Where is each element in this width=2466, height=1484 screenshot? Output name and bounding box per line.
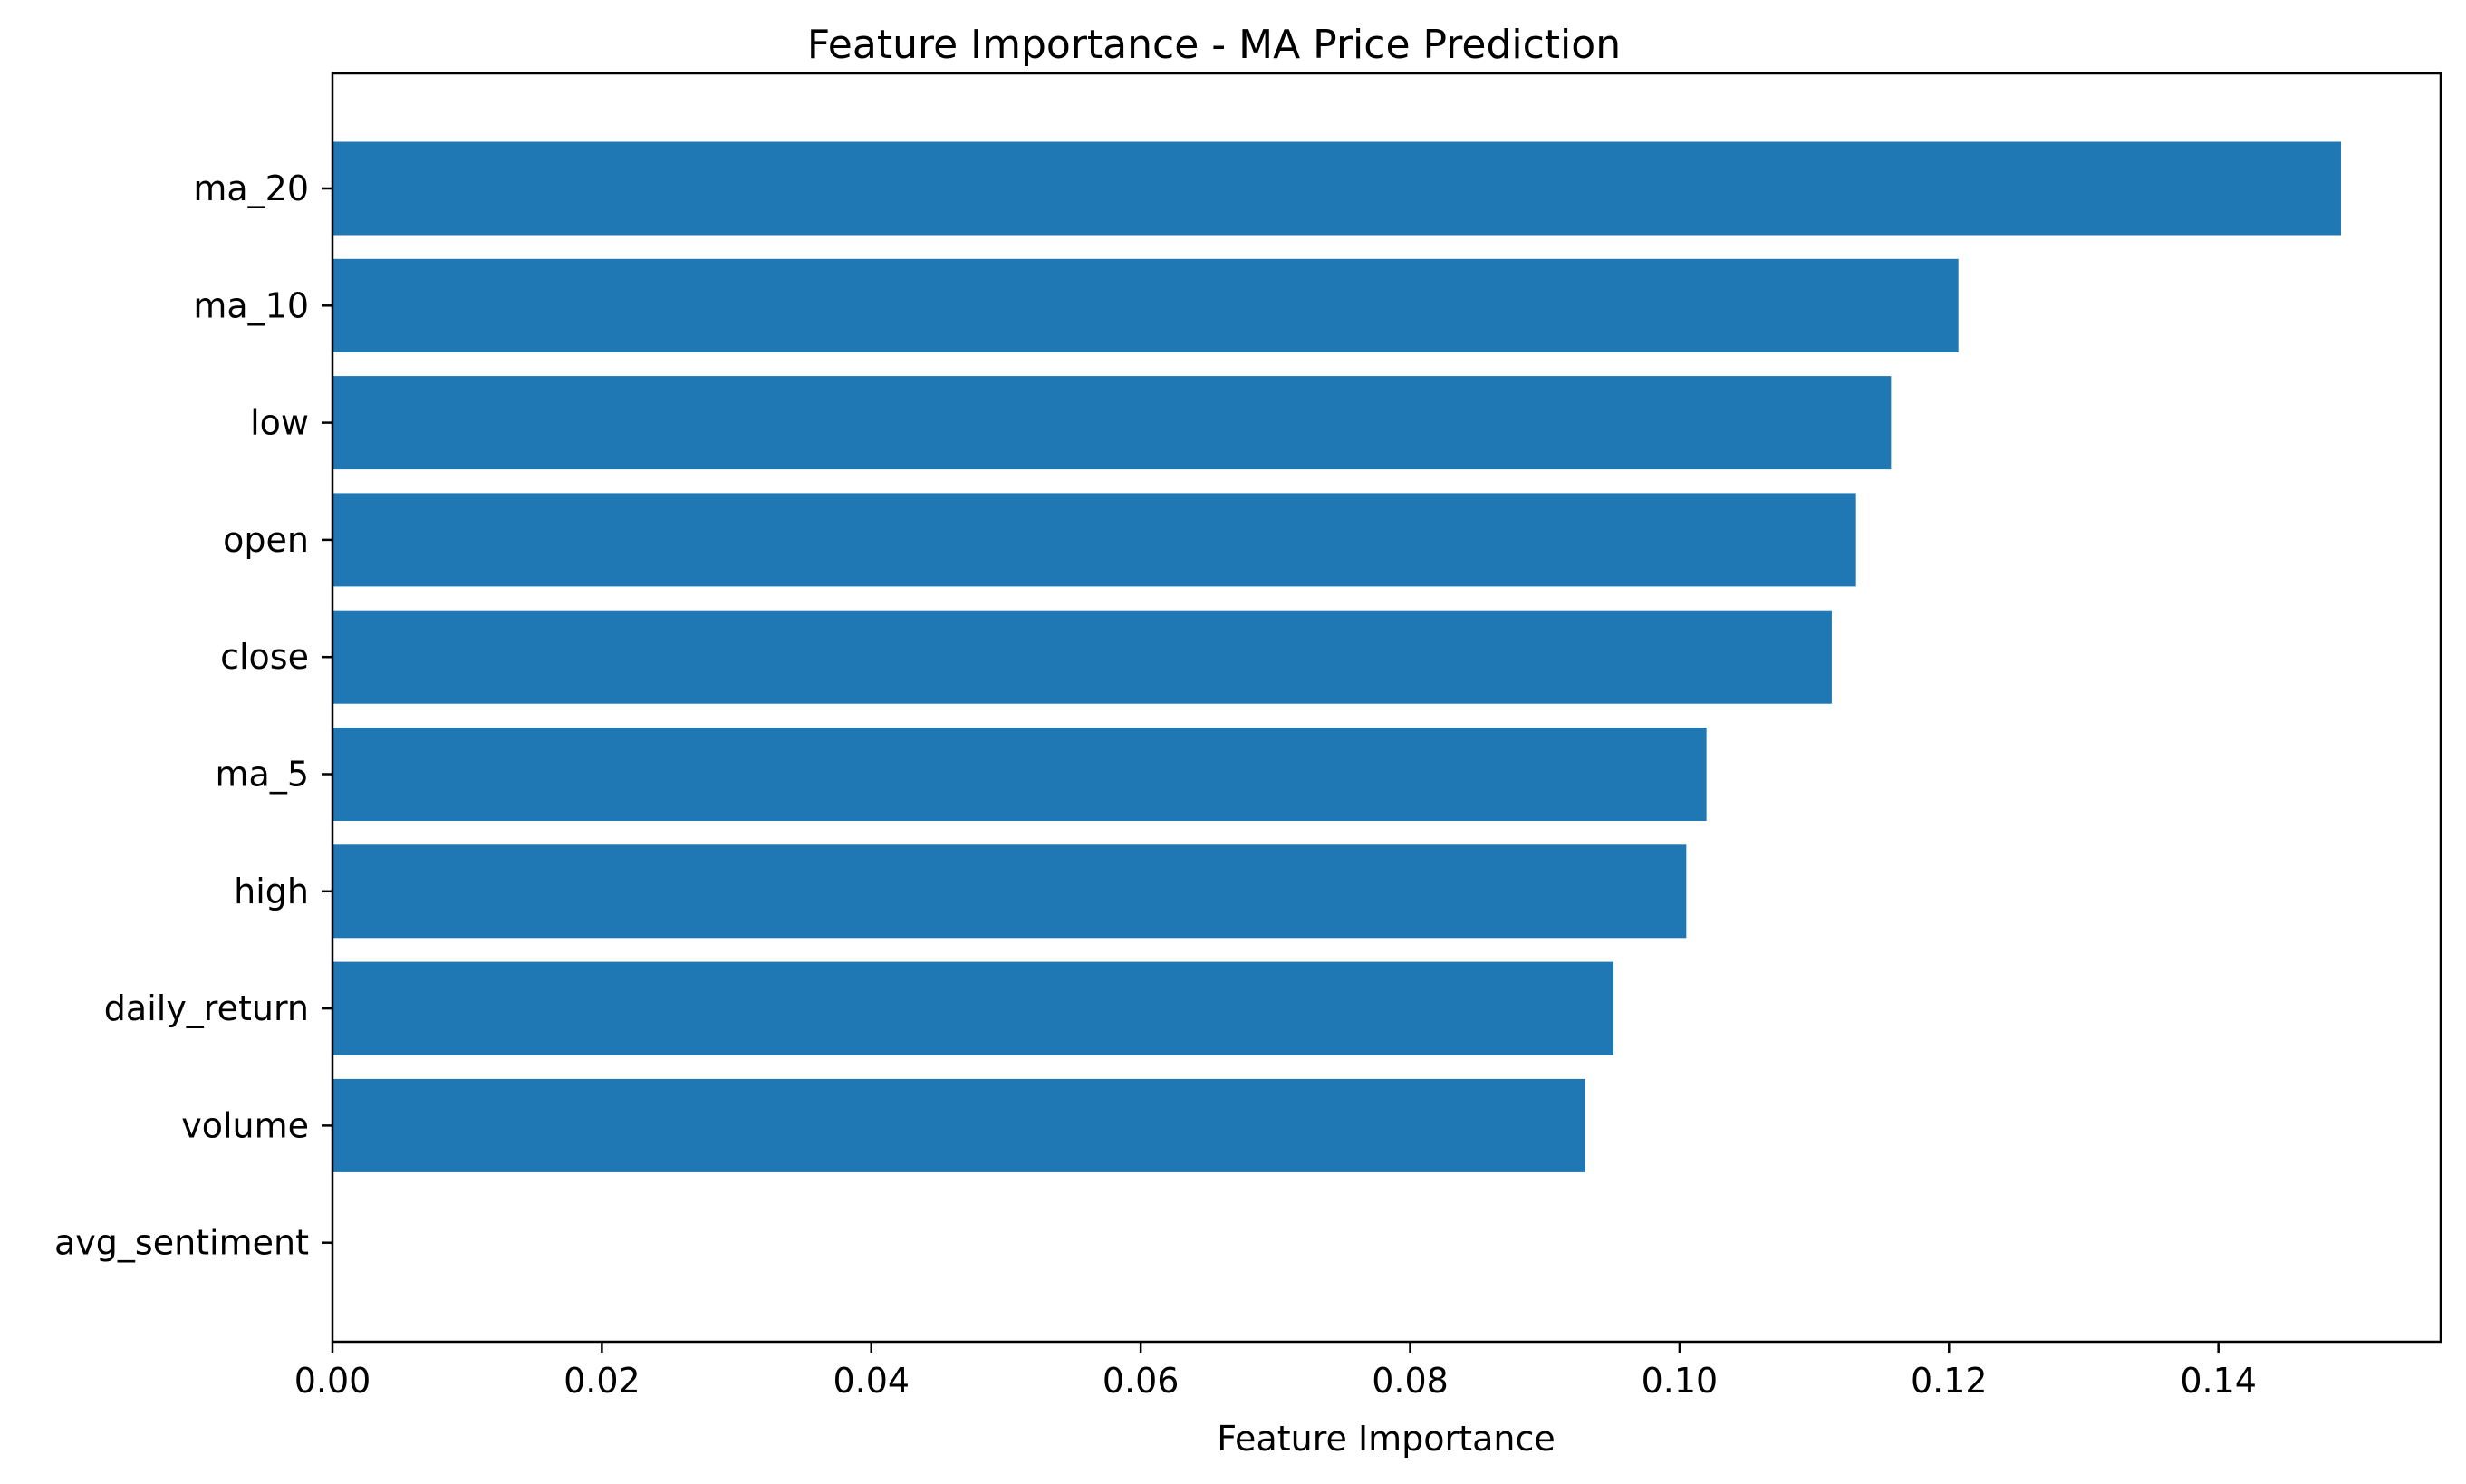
x-tick-label: 0.00 — [294, 1361, 371, 1401]
y-tick-label-avg_sentiment: avg_sentiment — [54, 1223, 309, 1263]
bar-daily_return — [332, 961, 1614, 1055]
plot-frame — [331, 72, 2442, 1344]
bar-open — [332, 493, 1856, 587]
x-tick-label: 0.14 — [2180, 1361, 2257, 1401]
y-tick-label-volume: volume — [181, 1105, 309, 1145]
bar-low — [332, 376, 1892, 470]
y-tick-label-ma_20: ma_20 — [193, 169, 309, 208]
x-axis-label: Feature Importance — [1217, 1419, 1555, 1459]
y-tick-label-high: high — [234, 872, 309, 911]
bar-volume — [332, 1078, 1585, 1172]
y-tick-label-daily_return: daily_return — [104, 988, 309, 1028]
y-tick-label-open: open — [223, 520, 309, 560]
x-tick-label: 0.10 — [1642, 1361, 1719, 1401]
bar-close — [332, 610, 1832, 704]
y-tick-label-ma_10: ma_10 — [193, 285, 309, 325]
x-axis-ticks: 0.00 0.02 0.04 0.06 0.08 0.10 0.12 0.14 — [294, 1342, 2257, 1401]
x-tick-label: 0.12 — [1911, 1361, 1988, 1401]
bar-ma_5 — [332, 728, 1707, 821]
bar-high — [332, 844, 1687, 939]
bar-ma_20 — [332, 141, 2341, 236]
y-tick-label-low: low — [250, 403, 309, 443]
bars-group — [332, 141, 2341, 1172]
x-tick-label: 0.06 — [1103, 1361, 1180, 1401]
x-tick-label: 0.04 — [833, 1361, 910, 1401]
y-tick-label-close: close — [220, 637, 309, 677]
x-tick-label: 0.08 — [1372, 1361, 1449, 1401]
chart-title: Feature Importance - MA Price Prediction — [807, 22, 1621, 68]
bar-ma_10 — [332, 258, 1959, 352]
y-tick-label-ma_5: ma_5 — [216, 755, 309, 795]
x-tick-label: 0.02 — [564, 1361, 641, 1401]
